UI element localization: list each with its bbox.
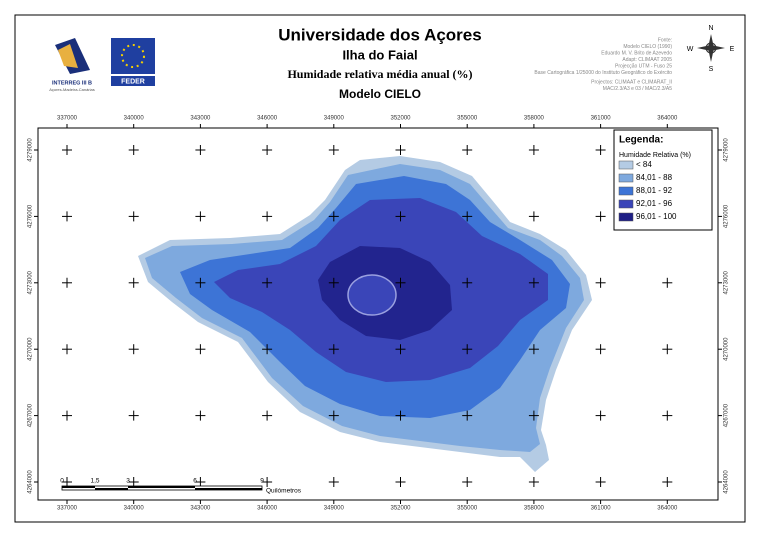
legend-swatch (618, 173, 634, 183)
source-note: Modelo CIELO (1990) (623, 44, 672, 50)
legend-swatch (618, 160, 634, 170)
legend-title: Legenda: (619, 135, 663, 146)
legend: Legenda: Humidade Relativa (%) < 84 84,01… (613, 129, 713, 231)
model: Modelo CIELO (339, 87, 421, 101)
y-tick-label-right: 4267000 (724, 403, 730, 427)
x-tick-label-top: 361000 (591, 116, 612, 122)
y-tick-label-right: 4276000 (724, 204, 730, 228)
x-tick-label-top: 346000 (257, 116, 278, 122)
x-tick-label-bottom: 358000 (524, 506, 545, 512)
scale-segment (62, 486, 95, 488)
y-tick-label-left: 4267000 (28, 403, 34, 427)
legend-label: 88,01 - 92 (636, 186, 673, 195)
title: Universidade dos Açores (278, 25, 481, 44)
scale-label: 9 (260, 478, 264, 485)
x-tick-label-top: 343000 (190, 116, 211, 122)
source-note: Base Cartográfica 1/25000 do Instituto G… (534, 70, 672, 76)
compass-ring (705, 42, 717, 54)
compass-e: E (730, 46, 735, 53)
x-tick-label-bottom: 343000 (190, 506, 211, 512)
source-note: Eduardo M. V. Brito de Azevedo (601, 50, 672, 56)
compass-needle (697, 45, 725, 51)
logo-shape (58, 44, 78, 68)
x-tick-label-bottom: 352000 (390, 506, 411, 512)
source-note: Projecção UTM - Fuso 25 (615, 63, 672, 69)
compass-s: S (709, 66, 714, 73)
y-tick-label-left: 4276000 (28, 204, 34, 228)
x-tick-label-top: 352000 (390, 116, 411, 122)
source-note: Adapt: CLIMAAT 2005 (622, 57, 672, 63)
x-tick-label-top: 355000 (457, 116, 478, 122)
x-tick-label-top: 340000 (124, 116, 145, 122)
y-tick-label-left: 4279000 (28, 138, 34, 162)
x-tick-label-bottom: 349000 (324, 506, 345, 512)
legend-label: 92,01 - 96 (636, 199, 673, 208)
x-tick-label-top: 358000 (524, 116, 545, 122)
feder-band (111, 76, 155, 86)
feder-logo: FEDER (111, 38, 155, 86)
y-tick-label-right: 4273000 (724, 270, 730, 294)
x-tick-label-bottom: 361000 (591, 506, 612, 512)
source-notes: Fonte:Modelo CIELO (1990)Eduardo M. V. B… (534, 37, 672, 92)
source-note: Projectos: CLIMAAT e CLIMARAT_II (591, 79, 672, 85)
scale-label: 1,5 (90, 478, 99, 485)
legend-swatch (618, 212, 634, 222)
interreg-sub: Açores-Madeira-Canárias (49, 87, 95, 92)
scale-bar: Quilómetros 0 1,5 3 6 9 (60, 478, 302, 495)
scale-segment (128, 486, 195, 488)
y-tick-label-right: 4270000 (724, 337, 730, 361)
x-tick-label-top: 349000 (324, 116, 345, 122)
source-note: Fonte: (658, 37, 672, 43)
compass: N S E W (687, 25, 735, 73)
legend-items: < 84 84,01 - 88 88,01 - 92 92,01 - 96 96,01 … (618, 160, 677, 222)
x-tick-label-bottom: 364000 (657, 506, 678, 512)
y-tick-label-right: 4264000 (724, 470, 730, 494)
x-tick-label-top: 337000 (57, 116, 78, 122)
subject: Humidade relativa média anual (%) (287, 67, 472, 81)
legend-swatch (618, 186, 634, 196)
island (138, 156, 592, 472)
scale-label: 0 (60, 478, 64, 485)
interreg-logo: INTERREG III B Açores-Madeira-Canárias (49, 37, 95, 92)
eu-stars (121, 44, 145, 68)
interreg-label: INTERREG III B (52, 80, 92, 86)
y-tick-label-right: 4279000 (724, 138, 730, 162)
compass-w: W (687, 46, 694, 53)
legend-subtitle: Humidade Relativa (%) (619, 152, 691, 159)
y-tick-label-left: 4273000 (28, 270, 34, 294)
legend-label: 96,01 - 100 (636, 212, 677, 221)
compass-n: N (708, 25, 713, 32)
caldeira (347, 274, 397, 316)
x-tick-label-top: 364000 (657, 116, 678, 122)
scale-unit: Quilómetros (266, 488, 302, 495)
island: Ilha do Faial (342, 47, 417, 62)
x-tick-label-bottom: 337000 (57, 506, 78, 512)
legend-swatch (618, 199, 634, 209)
x-tick-label-bottom: 355000 (457, 506, 478, 512)
eu-flag (111, 38, 155, 74)
x-tick-label-bottom: 346000 (257, 506, 278, 512)
scale-label: 6 (193, 478, 197, 485)
page-border (14, 14, 746, 523)
grid: 337000 337000 340000 340000 343000 343000 3460… (28, 116, 730, 512)
scale-segment (195, 488, 262, 490)
scale-segment (95, 488, 128, 490)
feder-label: FEDER (121, 78, 145, 85)
y-tick-label-left: 4264000 (28, 470, 34, 494)
legend-label: 84,01 - 88 (636, 173, 673, 182)
source-note: MAC/2.3/A3 e 03 / MAC/2.3/A5 (603, 86, 672, 92)
legend-label: < 84 (636, 160, 652, 169)
scale-label: 3 (126, 478, 130, 485)
x-tick-label-bottom: 340000 (124, 506, 145, 512)
y-tick-label-left: 4270000 (28, 337, 34, 361)
